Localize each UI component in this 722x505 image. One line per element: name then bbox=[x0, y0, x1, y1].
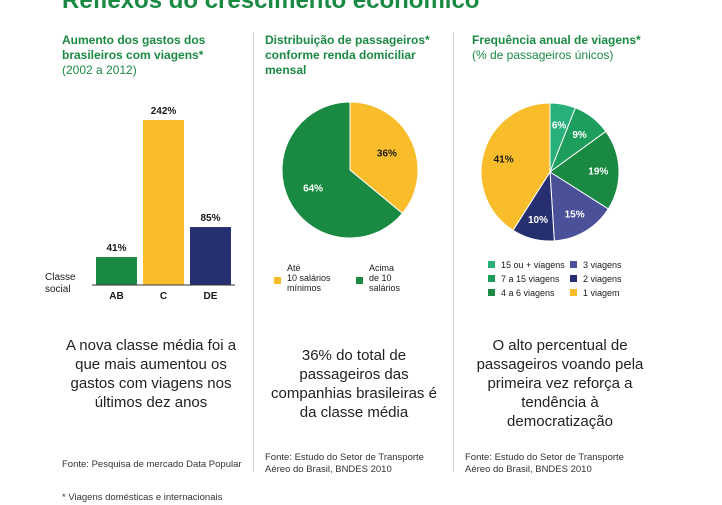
pie-slice bbox=[281, 101, 404, 239]
legend-label: Até 10 salários mínimos bbox=[287, 263, 331, 293]
income-pie-caption: 36% do total de passageiros das companhi… bbox=[271, 347, 437, 421]
legend-swatch bbox=[488, 289, 495, 296]
pie-slice bbox=[549, 171, 609, 242]
pie-value-label: 15% bbox=[565, 210, 585, 221]
legend-swatch bbox=[488, 275, 495, 282]
legend-label: 7 a 15 viagens bbox=[501, 274, 560, 284]
pie-value-label: 41% bbox=[494, 155, 514, 166]
bar-value-label: 41% bbox=[106, 243, 126, 254]
frequency-pie-title: Frequência anual de viagens* bbox=[472, 33, 641, 47]
bar-category-label: AB bbox=[109, 291, 123, 302]
bar-DE bbox=[190, 227, 231, 285]
bar-C bbox=[143, 120, 184, 285]
legend-swatch bbox=[570, 261, 577, 268]
frequency-pie-chart: 6% 9% 19% 15% 10% 41% 15 ou + viagens 7 a 15 vi… bbox=[480, 102, 622, 298]
bar-chart-caption: A nova classe média foi a que mais aumen… bbox=[65, 337, 237, 411]
pie-slice bbox=[549, 130, 620, 210]
legend-swatch bbox=[570, 289, 577, 296]
bar-category-label: C bbox=[160, 291, 167, 302]
pie-value-label: 6% bbox=[552, 121, 567, 132]
legend-label: 1 viagem bbox=[583, 288, 620, 298]
legend-swatch bbox=[570, 275, 577, 282]
bar-chart-source: Fonte: Pesquisa de mercado Data Popular bbox=[62, 459, 242, 470]
frequency-pie-subtitle: (% de passageiros únicos) bbox=[472, 48, 614, 62]
legend-swatch bbox=[356, 277, 363, 284]
frequency-pie-caption: O alto percentual de passageiros voando … bbox=[476, 337, 644, 430]
income-pie-source: Fonte: Estudo do Setor de Transporte Aér… bbox=[265, 452, 424, 475]
legend-label: 15 ou + viagens bbox=[501, 260, 565, 270]
bar-AB bbox=[96, 257, 137, 285]
bar-chart-heading: Aumento dos gastos dos brasileiros com v… bbox=[62, 33, 247, 78]
pie-value-label: 36% bbox=[377, 149, 397, 160]
pie-value-label: 64% bbox=[303, 183, 323, 194]
legend-swatch bbox=[274, 277, 281, 284]
column-divider bbox=[453, 32, 454, 472]
legend-label: 4 a 6 viagens bbox=[501, 288, 555, 298]
bar-category-label: DE bbox=[204, 291, 218, 302]
footnote: * Viagens domésticas e internacionais bbox=[62, 492, 223, 503]
legend-swatch bbox=[488, 261, 495, 268]
bar-chart: 41% AB 242% C 85% DE Classe social bbox=[45, 106, 235, 302]
legend-label: 3 viagens bbox=[583, 260, 622, 270]
pie-value-label: 9% bbox=[572, 130, 587, 141]
income-pie-title: Distribuição de passageiros* conforme re… bbox=[265, 33, 430, 77]
bar-axis-label: Classe social bbox=[45, 272, 76, 295]
legend-label: 2 viagens bbox=[583, 274, 622, 284]
page-title: Reflexos do crescimento econômico bbox=[62, 0, 480, 14]
legend-label: Acima de 10 salários bbox=[369, 263, 401, 293]
frequency-pie-source: Fonte: Estudo do Setor de Transporte Aér… bbox=[465, 452, 624, 475]
frequency-pie-heading: Frequência anual de viagens* (% de passa… bbox=[472, 33, 662, 63]
pie-slice bbox=[480, 102, 551, 231]
bar-value-label: 85% bbox=[200, 213, 220, 224]
bar-value-label: 242% bbox=[151, 106, 177, 117]
bar-chart-title: Aumento dos gastos dos brasileiros com v… bbox=[62, 33, 206, 62]
bar-chart-subtitle: (2002 a 2012) bbox=[62, 63, 137, 77]
pie-value-label: 10% bbox=[528, 215, 548, 226]
pie-value-label: 19% bbox=[588, 166, 608, 177]
column-divider bbox=[253, 32, 254, 472]
income-pie-chart: 36% 64% Até 10 salários mínimos Acima de 10 sal… bbox=[274, 101, 419, 293]
pie-slice bbox=[349, 101, 419, 215]
